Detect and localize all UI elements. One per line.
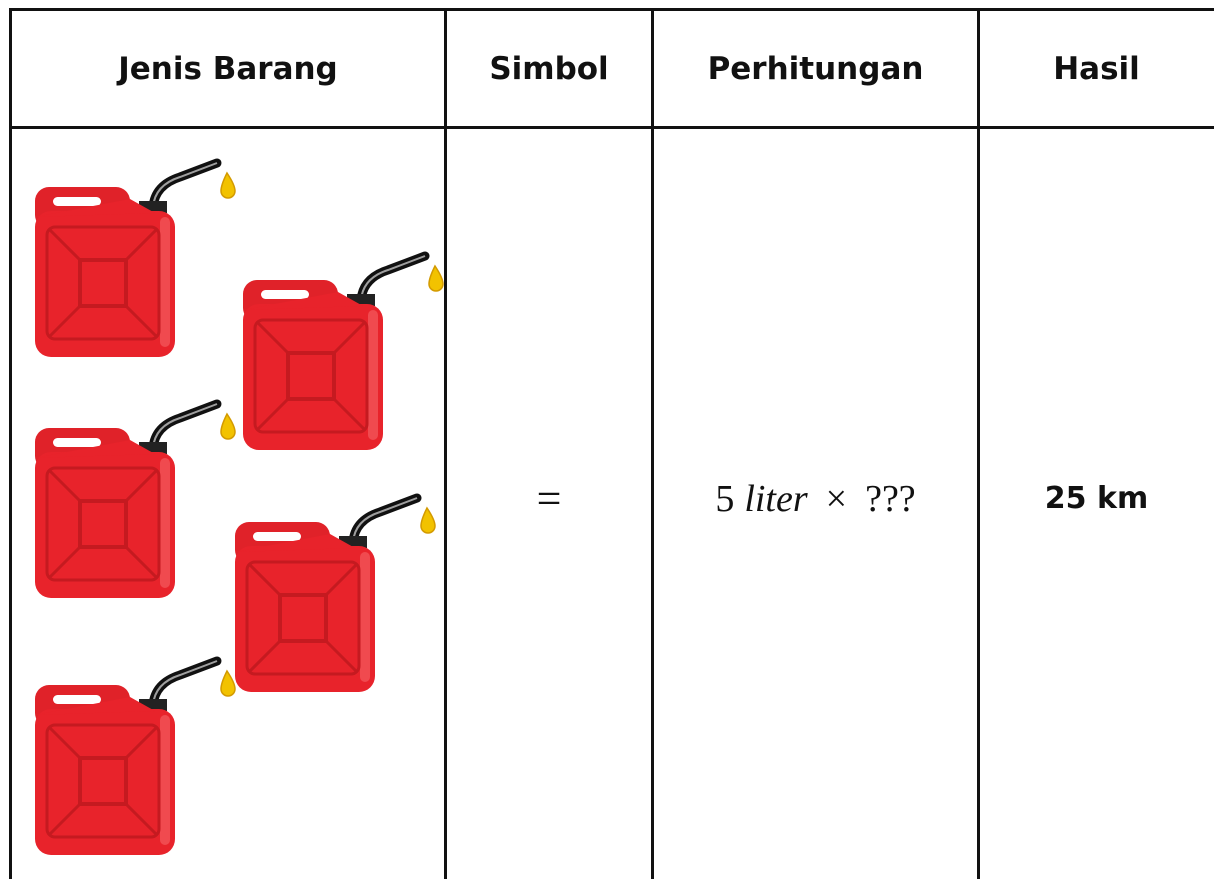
number: 5 [715, 477, 735, 520]
symbol: = [536, 474, 562, 523]
jerry-can [235, 498, 435, 692]
unknown: ??? [865, 477, 916, 520]
header-cell: Perhitungan [707, 51, 924, 87]
border [9, 126, 1214, 129]
header-cell: Hasil [1053, 51, 1140, 87]
result-cell: 25 km [979, 128, 1214, 879]
jerry-can [243, 256, 443, 450]
calculation-cell: 5 liter ×??? [653, 128, 978, 879]
jerry-can [35, 661, 235, 855]
result: 25 km [1044, 481, 1149, 516]
header-cell: Jenis Barang [118, 51, 338, 87]
border [977, 8, 980, 879]
jerry-cans [0, 0, 446, 879]
header-cell: Simbol [489, 51, 609, 87]
unit: liter [744, 477, 808, 520]
border [9, 8, 12, 879]
jerry-can [35, 404, 235, 598]
border [651, 8, 654, 879]
border [9, 8, 1214, 11]
border [444, 8, 447, 879]
symbol-cell: = [446, 128, 652, 879]
operator: × [825, 477, 848, 520]
jerry-can [35, 163, 235, 357]
